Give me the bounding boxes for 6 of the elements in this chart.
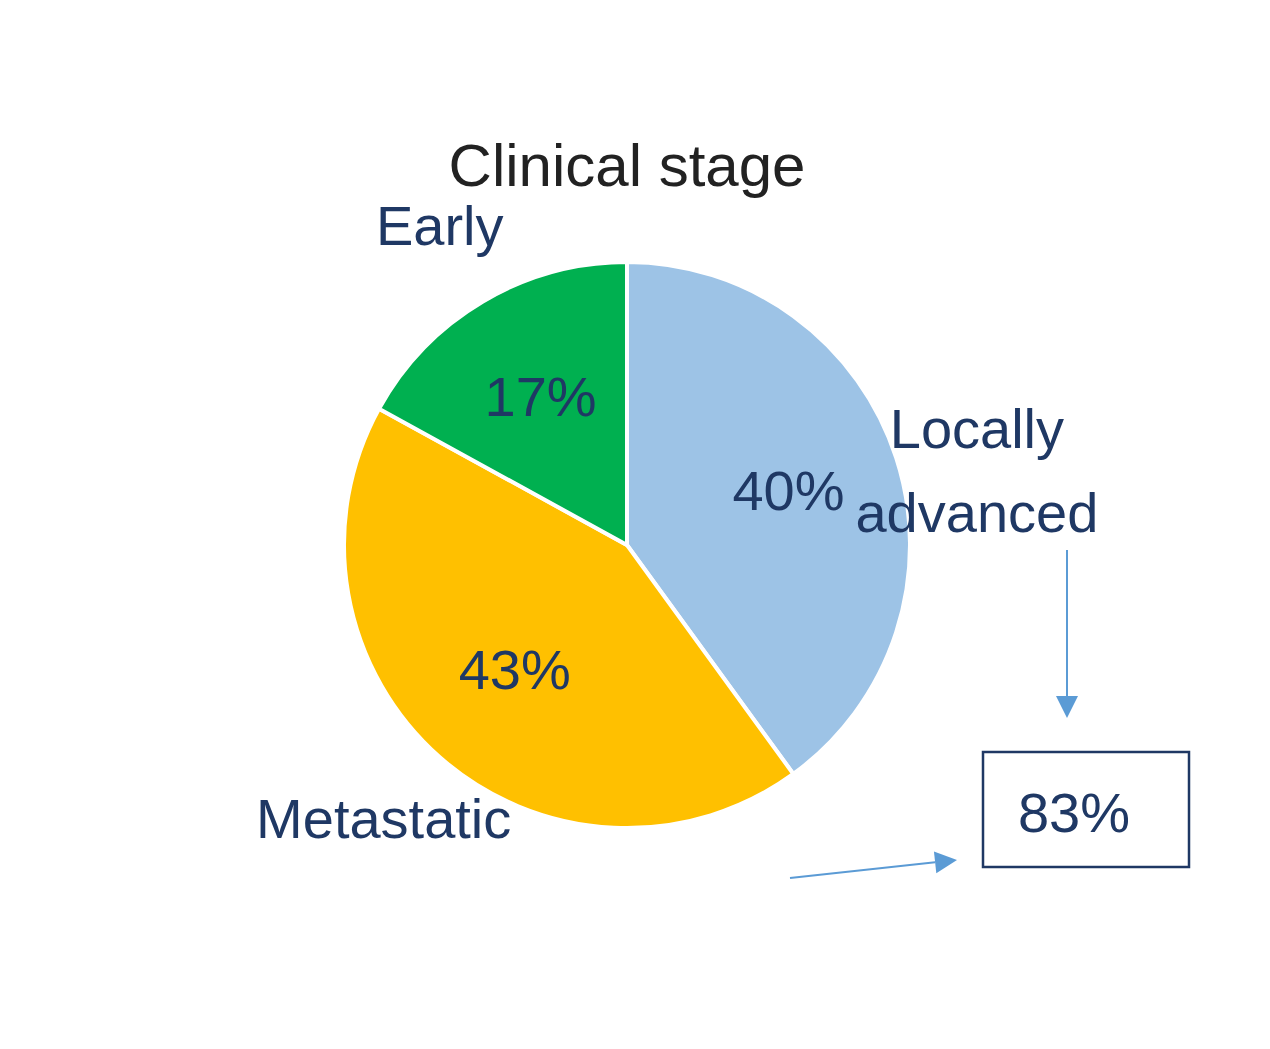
data-label: 43% [458,638,571,702]
data-label: 40% [732,458,845,522]
data-label: 17% [484,364,597,428]
slice-label: Metastatic [256,786,512,850]
text: 83% [1017,781,1131,844]
slice-label: Locally advanced [855,397,1099,545]
